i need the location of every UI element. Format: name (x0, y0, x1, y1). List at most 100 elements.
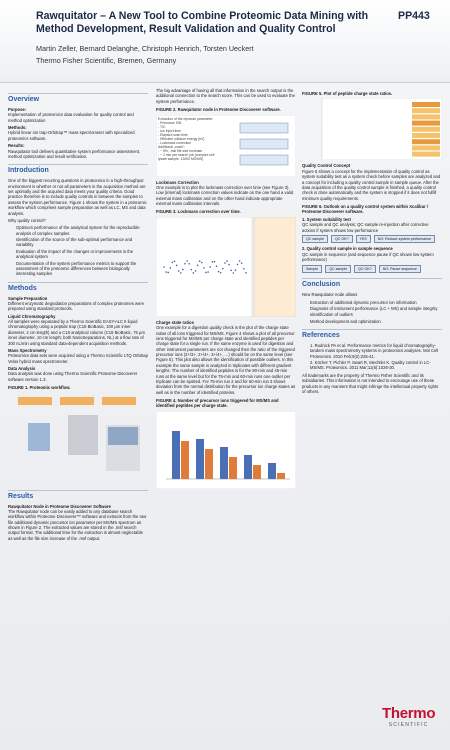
note: - TIC (158, 124, 166, 129)
figure-shape (240, 262, 243, 264)
note: Extraction of the dynamic parameter: (158, 116, 214, 121)
list: Extraction of additional dynamic precurs… (302, 300, 442, 325)
logo-tagline: SCIENTIFIC (388, 722, 429, 728)
figure-shape (239, 138, 289, 149)
logo: Thermo SCIENTIFIC (382, 705, 436, 728)
figure-shape (209, 265, 211, 268)
figure-shape (412, 151, 440, 157)
figure-shape (412, 133, 440, 139)
figure-shape (213, 260, 216, 263)
subheading: Quality Control Concept (302, 163, 351, 169)
figure-shape (229, 456, 237, 479)
note: - Elapsed scan time (158, 132, 188, 137)
paragraph: Hybrid linear ion trap-Orbitrap™ mass sp… (8, 130, 135, 141)
figure-shape (180, 271, 182, 274)
paragraph: Rawquitator tool delivers quantitative s… (8, 148, 141, 159)
figure-shape (192, 271, 195, 274)
title: Rawquitator – A New Tool to Combine Prot… (36, 10, 369, 36)
affiliation: Thermo Fisher Scientific, Bremen, German… (36, 56, 177, 65)
figure-shape (173, 260, 176, 262)
figure-shape (188, 262, 190, 265)
paragraph: QC sample and QC analysis; QC sample re-… (302, 222, 429, 233)
paragraph: One example for a digestion quality chec… (156, 325, 296, 395)
figure-caption: FIGURE 1. Proteomic workflow. (8, 385, 71, 391)
figure-graphic (156, 114, 296, 177)
subheading: Charge state ratios (156, 319, 194, 325)
figure-graphic (321, 98, 442, 161)
column: The big advantage of having all that inf… (156, 88, 296, 698)
figure-shape (205, 271, 207, 274)
note: - Precursor S/N (158, 120, 182, 125)
figure-shape (108, 426, 138, 445)
figure-shape (412, 145, 440, 151)
figure-shape (175, 264, 178, 266)
figure (8, 393, 148, 485)
figure-shape (18, 396, 52, 405)
figure-shape (412, 139, 440, 145)
note: - ~ 2 min per search job (complex cell l… (158, 153, 215, 162)
subheading: Mass Spectrometry (8, 347, 47, 353)
diagram-box: QC sample (325, 264, 352, 274)
figure-shape (228, 263, 230, 266)
section-heading: Conclusion (302, 278, 442, 290)
figure-shape (277, 472, 285, 479)
figure-shape (236, 263, 239, 265)
paragraph: Data analysis was done using Thermo Scie… (8, 371, 138, 382)
figure-shape (412, 120, 440, 126)
figure-graphic (156, 410, 296, 489)
list-item: Diagnosis of instrument performance (LC … (310, 306, 442, 311)
figure-shape (245, 271, 247, 274)
figure-shape (232, 271, 235, 274)
subheading: Lockmass Correction (156, 179, 199, 185)
figure-shape (412, 127, 440, 133)
figure-shape (182, 268, 184, 271)
note: - Lockmass correction (158, 140, 192, 145)
subheading: 1. System suitability test (302, 216, 351, 222)
figure-shape (102, 396, 136, 405)
figure-graphic (156, 216, 296, 317)
figure-shape (205, 448, 213, 479)
figure-shape (165, 270, 167, 273)
column: Overview Purpose: Implementation of proteo… (8, 88, 148, 698)
diagram-box: NO: Reduce system performance (373, 234, 436, 244)
section-heading: Overview (8, 93, 148, 105)
column: FIGURE 5. Plot of peptide charge state r… (302, 88, 442, 698)
diagram: Sample QC sample QC OK? NO: Pause sequence (302, 264, 442, 274)
figure-shape (217, 270, 220, 273)
figure-caption: FIGURE 6. Outlook on a quality control s… (302, 204, 429, 215)
subheading: Results: (8, 143, 25, 149)
subheading: Methods: (8, 125, 27, 131)
note: - Effective collision energy [eV] (158, 136, 205, 141)
diagram-box: QC sample (302, 234, 328, 244)
subheading: Sample Preparation (8, 295, 48, 301)
figure-shape (196, 264, 199, 266)
figure-graphic (18, 396, 140, 471)
figure-shape (253, 464, 261, 479)
diagram-box: Sample (302, 264, 323, 274)
list: 1. Rudnick PA et al. Performance metrics… (302, 343, 442, 371)
figure-shape (238, 259, 241, 262)
figure: Extraction of the dynamic parameter: - Pr… (156, 114, 296, 177)
figure-shape (163, 265, 165, 268)
figure-shape (224, 261, 226, 264)
figure-shape (220, 446, 228, 479)
paragraph: Why quality control? (8, 217, 46, 223)
paragraph: New Rawquitator node allows (302, 292, 358, 298)
list-item: Extraction of additional dynamic precurs… (310, 300, 442, 305)
subheading: Rawquitator Node in Proteome Discoverer … (8, 503, 111, 509)
figure-shape (184, 262, 186, 265)
figure-caption: FIGURE 5. Plot of peptide charge state r… (302, 91, 393, 96)
figure-shape (239, 154, 289, 165)
figure-shape (198, 260, 201, 262)
subheading: Data Analysis (8, 366, 36, 372)
figure-shape (211, 260, 214, 263)
authors: Martin Zeller, Bernard Delanghe, Christo… (36, 44, 254, 53)
figure-shape (68, 414, 98, 455)
figure-caption: FIGURE 2. Rawquitator node in Proteome D… (156, 107, 281, 113)
figure-shape (156, 216, 253, 317)
section-heading: Results (8, 489, 148, 502)
paragraph: Figure 6 shows a concept for the impleme… (302, 168, 441, 201)
note: - ~ 5%, .msf file size increase (158, 149, 203, 154)
figure-shape (215, 265, 218, 267)
